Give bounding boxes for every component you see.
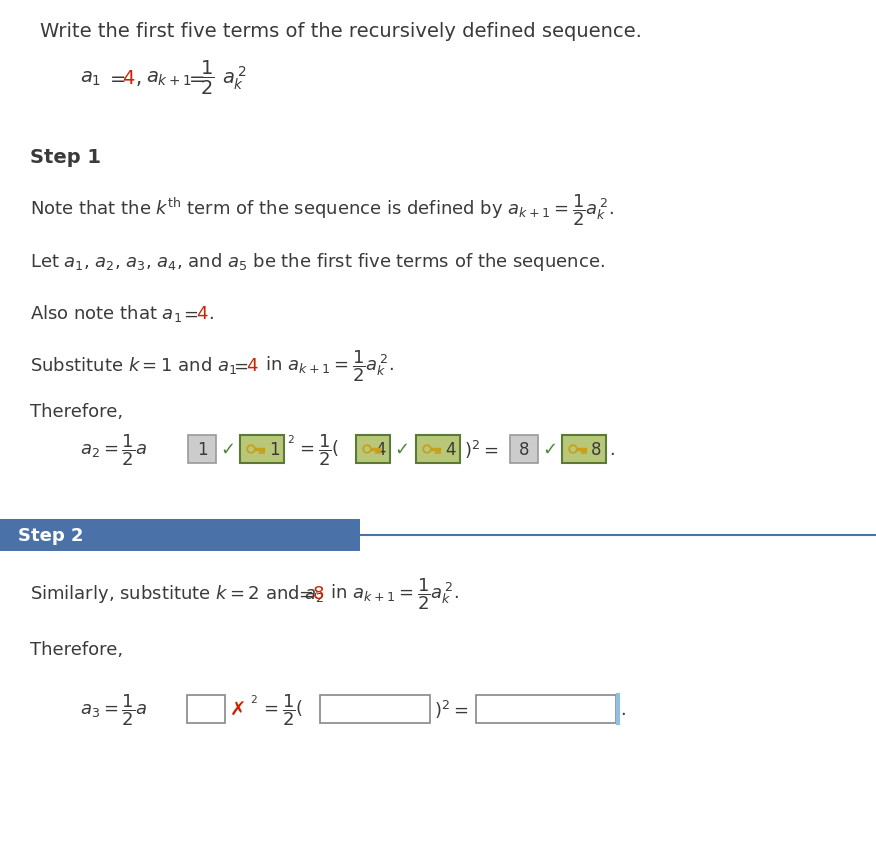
Bar (416, 436, 460, 463)
Text: $=$: $=$ (106, 68, 126, 88)
Circle shape (571, 447, 576, 452)
Text: $.$: $.$ (208, 305, 219, 323)
Text: 4: 4 (375, 441, 385, 458)
Text: ✓: ✓ (394, 441, 409, 458)
Bar (0, 519, 360, 551)
Text: $4$: $4$ (246, 356, 258, 375)
Text: 1: 1 (269, 441, 279, 458)
Text: in $a_{k+1} = \dfrac{1}{2}a_k^{\,2}$.: in $a_{k+1} = \dfrac{1}{2}a_k^{\,2}$. (260, 348, 394, 383)
Text: $=$: $=$ (295, 585, 314, 603)
Circle shape (364, 447, 369, 452)
Text: Step 1: Step 1 (30, 148, 101, 167)
Text: Step 2: Step 2 (18, 526, 83, 544)
Text: 8: 8 (519, 441, 529, 458)
Text: $\dfrac{1}{2}$: $\dfrac{1}{2}$ (200, 59, 215, 97)
Text: 4: 4 (445, 441, 456, 458)
Text: Substitute $k = 1$ and $a_1$: Substitute $k = 1$ and $a_1$ (30, 355, 237, 376)
Text: Let $a_1$, $a_2$, $a_3$, $a_4$, and $a_5$ be the first five terms of the sequenc: Let $a_1$, $a_2$, $a_3$, $a_4$, and $a_5… (30, 251, 604, 273)
Text: $)^2 = $: $)^2 = $ (464, 438, 498, 461)
Text: 1: 1 (197, 441, 208, 458)
Text: in $a_{k+1} = \dfrac{1}{2}a_k^{\,2}$.: in $a_{k+1} = \dfrac{1}{2}a_k^{\,2}$. (325, 575, 459, 611)
Circle shape (425, 447, 429, 452)
Text: $a_k^{\,2}$: $a_k^{\,2}$ (222, 65, 246, 91)
Text: $=$: $=$ (185, 68, 205, 88)
Bar (320, 695, 430, 723)
Text: $)^2 = $: $)^2 = $ (434, 698, 469, 720)
Text: Note that the $k^{\rm th}$ term of the sequence is defined by $a_{k+1} = \dfrac{: Note that the $k^{\rm th}$ term of the s… (30, 192, 614, 227)
Bar (356, 436, 390, 463)
Text: $4$: $4$ (122, 68, 135, 88)
Circle shape (363, 445, 371, 454)
Circle shape (247, 445, 255, 454)
Text: $.$: $.$ (609, 441, 620, 458)
Text: $a_3 = \dfrac{1}{2}a$: $a_3 = \dfrac{1}{2}a$ (80, 691, 147, 727)
Text: $=$: $=$ (180, 305, 199, 323)
Text: $a_1$: $a_1$ (80, 68, 102, 88)
Text: Write the first five terms of the recursively defined sequence.: Write the first five terms of the recurs… (40, 22, 642, 41)
Text: Also note that $a_1$: Also note that $a_1$ (30, 303, 182, 324)
Text: $a_{k+1}$: $a_{k+1}$ (146, 68, 192, 88)
Text: ✓: ✓ (542, 441, 557, 458)
Text: $^2$: $^2$ (250, 696, 258, 710)
Text: 8: 8 (590, 441, 601, 458)
Circle shape (249, 447, 253, 452)
Text: $a_2 = \dfrac{1}{2}a$: $a_2 = \dfrac{1}{2}a$ (80, 431, 147, 468)
Text: $4$: $4$ (196, 305, 208, 323)
Text: $=$: $=$ (230, 356, 249, 375)
Bar (562, 436, 606, 463)
Text: $8$: $8$ (312, 585, 324, 603)
Text: Similarly, substitute $k = 2$ and $a_2$: Similarly, substitute $k = 2$ and $a_2$ (30, 582, 324, 604)
Bar (476, 695, 616, 723)
Circle shape (569, 445, 577, 454)
Bar (510, 436, 538, 463)
Text: ✗: ✗ (230, 700, 246, 719)
Text: $.$: $.$ (620, 700, 632, 718)
Text: $= \dfrac{1}{2}($: $= \dfrac{1}{2}($ (260, 691, 303, 727)
Text: Therefore,: Therefore, (30, 403, 124, 420)
Text: ✓: ✓ (220, 441, 235, 458)
Text: Therefore,: Therefore, (30, 641, 124, 659)
Bar (188, 436, 216, 463)
Bar (187, 695, 225, 723)
Bar (240, 436, 284, 463)
Circle shape (423, 445, 431, 454)
Text: $^2$: $^2$ (287, 436, 295, 451)
Text: $= \dfrac{1}{2}($: $= \dfrac{1}{2}($ (296, 431, 339, 468)
Text: $,$: $,$ (135, 68, 141, 88)
